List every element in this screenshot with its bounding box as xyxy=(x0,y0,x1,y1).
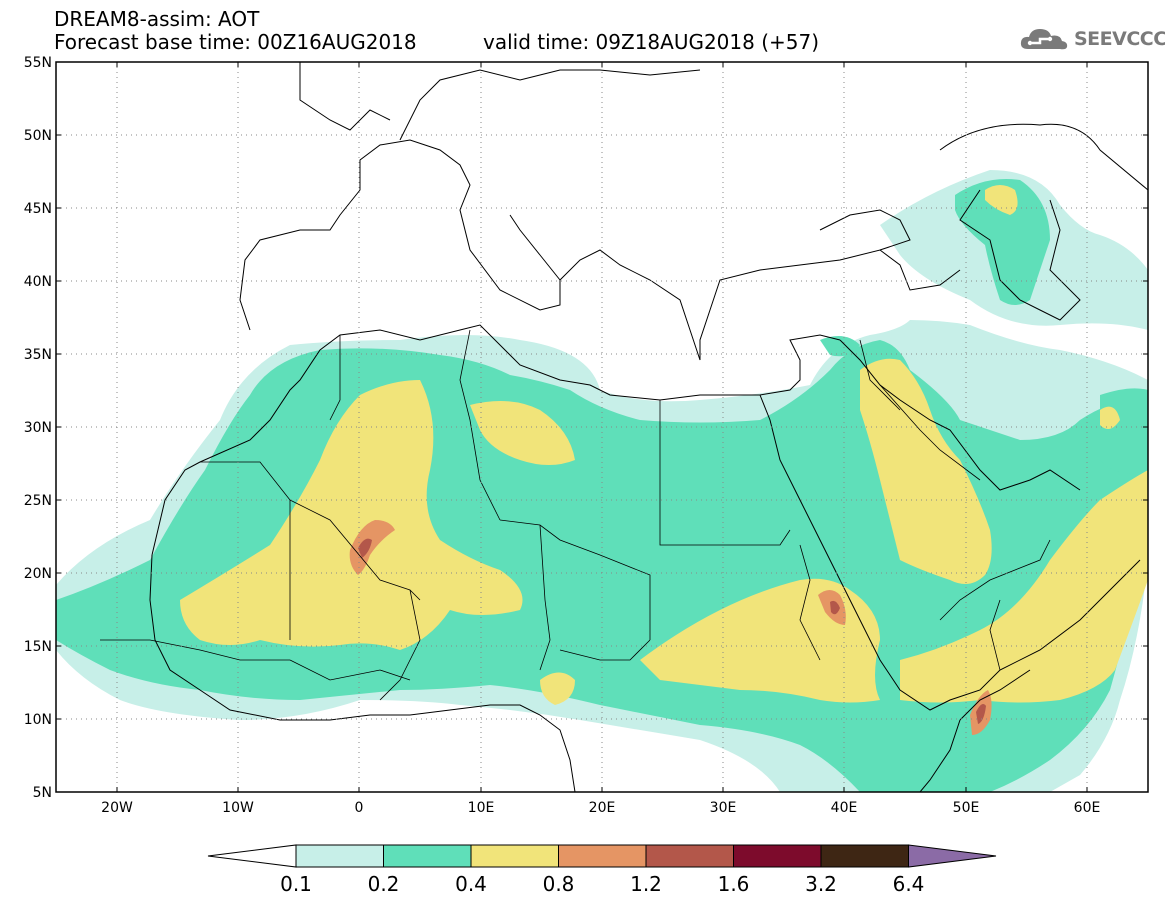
seevccc-logo: SEEVCCC xyxy=(1018,25,1165,53)
colorbar-label: 0.4 xyxy=(455,872,487,896)
colorbar-bin xyxy=(733,844,822,868)
colorbar-bin xyxy=(470,844,559,868)
lon-label: 60E xyxy=(1074,800,1101,816)
colorbar-label: 0.1 xyxy=(280,872,312,896)
lat-label: 50N xyxy=(24,128,52,144)
axis-ticks xyxy=(56,61,1148,793)
lon-label: 20W xyxy=(101,800,133,816)
lat-label: 5N xyxy=(33,785,52,801)
map-title: DREAM8-assim: AOT xyxy=(54,7,260,31)
lon-label: 30E xyxy=(710,800,737,816)
graticule xyxy=(56,62,1148,792)
colorbar-bin xyxy=(820,844,909,868)
colorbar-label: 6.4 xyxy=(893,872,925,896)
lat-label: 15N xyxy=(24,639,52,655)
lon-label: 10E xyxy=(468,800,495,816)
longitude-labels: 20W 10W 0 10E 20E 30E 40E 50E 60E xyxy=(101,800,1100,816)
coastlines xyxy=(149,62,1148,792)
lon-label: 50E xyxy=(953,800,980,816)
colorbar-bin xyxy=(558,844,647,868)
aot-band-0.4 xyxy=(180,185,1148,705)
country-borders xyxy=(100,329,1051,701)
lon-label: 0 xyxy=(355,800,364,816)
colorbar-bin xyxy=(645,844,734,868)
lon-label: 40E xyxy=(831,800,858,816)
colorbar-label: 0.8 xyxy=(543,872,575,896)
colorbar-label: 3.2 xyxy=(805,872,837,896)
colorbar-label: 1.2 xyxy=(630,872,662,896)
colorbar-bin xyxy=(383,844,472,868)
colorbar-label: 0.2 xyxy=(368,872,400,896)
lon-label: 20E xyxy=(589,800,616,816)
latitude-labels: 55N 50N 45N 40N 35N 30N 25N 20N 15N 10N … xyxy=(24,55,52,801)
map-plot-area xyxy=(56,62,1148,792)
lat-label: 25N xyxy=(24,493,52,509)
cloud-icon xyxy=(1020,29,1068,50)
colorbar-under-arrow xyxy=(207,844,297,868)
logo-text: SEEVCCC xyxy=(1074,28,1165,50)
lat-label: 10N xyxy=(24,712,52,728)
valid-time: valid time: 09Z18AUG2018 (+57) xyxy=(483,30,820,54)
colorbar-bin xyxy=(295,844,384,868)
lat-label: 35N xyxy=(24,347,52,363)
lon-label: 10W xyxy=(222,800,254,816)
aot-band-1.2 xyxy=(358,538,986,724)
forecast-base-time: Forecast base time: 00Z16AUG2018 xyxy=(54,30,417,54)
colorbar: 0.1 0.2 0.4 0.8 1.2 1.6 3.2 6.4 xyxy=(207,844,997,896)
colorbar-over-arrow xyxy=(908,844,997,868)
lat-label: 55N xyxy=(24,55,52,71)
lat-label: 40N xyxy=(24,274,52,290)
lat-label: 45N xyxy=(24,201,52,217)
lat-label: 20N xyxy=(24,566,52,582)
colorbar-label: 1.6 xyxy=(718,872,750,896)
lat-label: 30N xyxy=(24,420,52,436)
